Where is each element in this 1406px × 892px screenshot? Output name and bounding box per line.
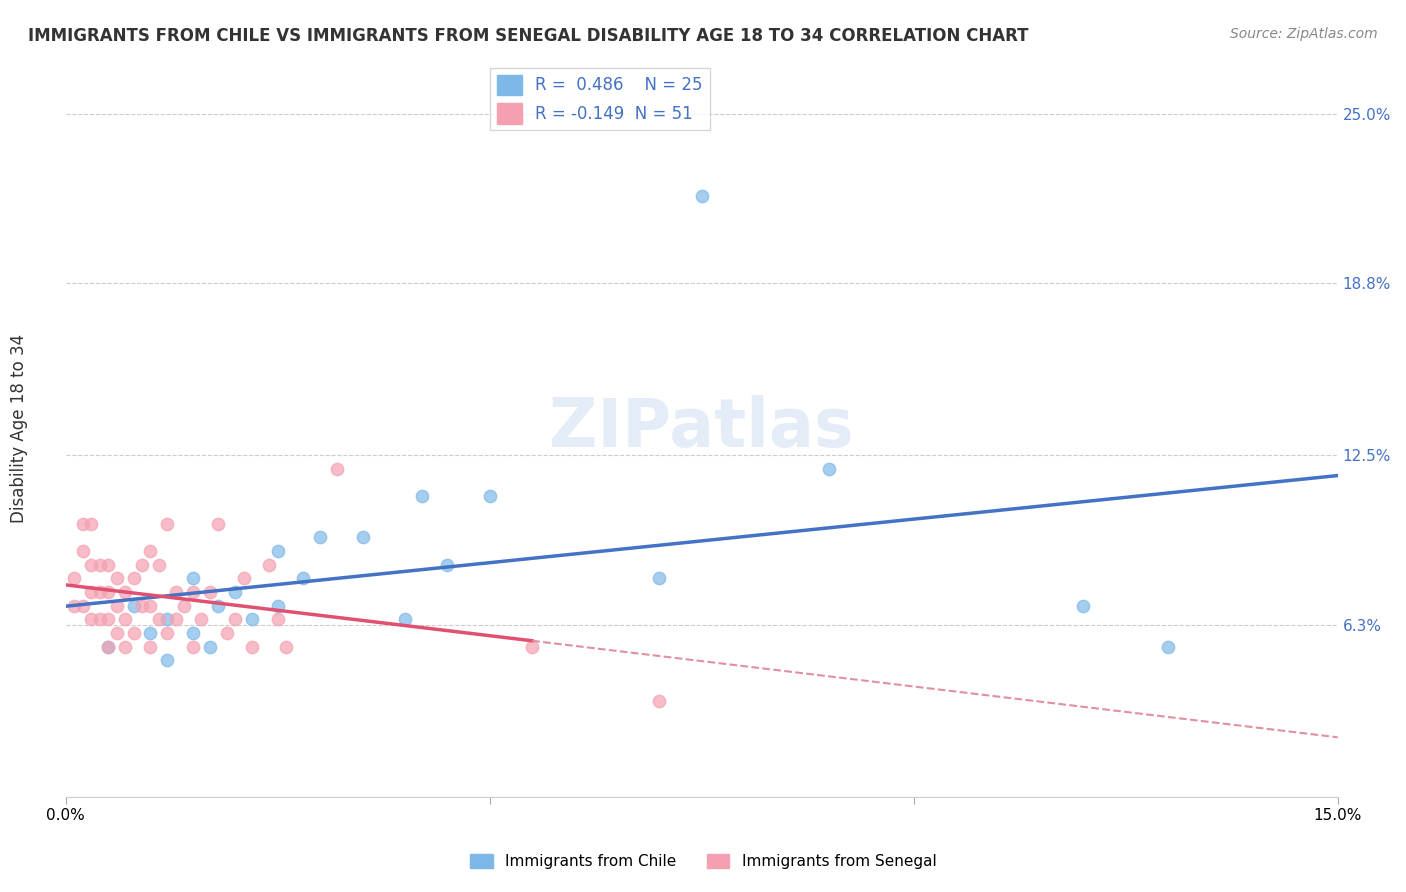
Point <box>139 640 162 654</box>
Point <box>114 612 136 626</box>
Point <box>131 558 153 572</box>
Point <box>207 599 229 613</box>
Point <box>156 653 179 667</box>
Point <box>80 558 103 572</box>
Point <box>165 585 187 599</box>
Point <box>309 530 332 544</box>
Legend: Immigrants from Chile, Immigrants from Senegal: Immigrants from Chile, Immigrants from S… <box>464 848 942 875</box>
Point <box>131 599 153 613</box>
Point <box>240 612 263 626</box>
Point <box>478 489 501 503</box>
Point <box>181 626 204 640</box>
Point <box>648 571 671 585</box>
Point <box>394 612 416 626</box>
Point <box>122 626 145 640</box>
Point <box>181 585 204 599</box>
Point <box>63 599 86 613</box>
Point <box>165 612 187 626</box>
Point <box>139 544 162 558</box>
Point <box>156 626 179 640</box>
Point <box>411 489 433 503</box>
Point <box>326 462 349 476</box>
Point <box>190 612 212 626</box>
Point <box>1073 599 1095 613</box>
Text: Source: ZipAtlas.com: Source: ZipAtlas.com <box>1230 27 1378 41</box>
Point <box>156 516 179 531</box>
Point <box>690 189 713 203</box>
Point <box>80 516 103 531</box>
Point <box>257 558 280 572</box>
Point <box>80 585 103 599</box>
Point <box>72 544 94 558</box>
Point <box>215 626 238 640</box>
Point <box>267 544 290 558</box>
Point <box>105 599 128 613</box>
Point <box>1157 640 1180 654</box>
Point <box>292 571 315 585</box>
Point <box>97 640 120 654</box>
Point <box>139 599 162 613</box>
Point <box>105 626 128 640</box>
Point <box>207 516 229 531</box>
Point <box>156 612 179 626</box>
Point <box>224 612 246 626</box>
Y-axis label: Disability Age 18 to 34: Disability Age 18 to 34 <box>10 334 28 523</box>
Point <box>352 530 374 544</box>
Point <box>63 571 86 585</box>
Point <box>436 558 458 572</box>
Point <box>72 599 94 613</box>
Point <box>114 640 136 654</box>
Point <box>105 571 128 585</box>
Point <box>148 558 170 572</box>
Point <box>148 612 170 626</box>
Point <box>276 640 298 654</box>
Point <box>224 585 246 599</box>
Point <box>520 640 543 654</box>
Legend: R =  0.486    N = 25, R = -0.149  N = 51: R = 0.486 N = 25, R = -0.149 N = 51 <box>491 68 710 130</box>
Point <box>818 462 841 476</box>
Point <box>122 599 145 613</box>
Point <box>181 640 204 654</box>
Point <box>198 640 221 654</box>
Point <box>89 558 111 572</box>
Point <box>139 626 162 640</box>
Point <box>80 612 103 626</box>
Point <box>267 599 290 613</box>
Point <box>97 612 120 626</box>
Point <box>97 585 120 599</box>
Point <box>173 599 195 613</box>
Point <box>232 571 254 585</box>
Text: ZIPatlas: ZIPatlas <box>550 395 853 461</box>
Point <box>198 585 221 599</box>
Point <box>89 585 111 599</box>
Point <box>267 612 290 626</box>
Point <box>648 694 671 708</box>
Point <box>89 612 111 626</box>
Point <box>114 585 136 599</box>
Point <box>97 640 120 654</box>
Text: IMMIGRANTS FROM CHILE VS IMMIGRANTS FROM SENEGAL DISABILITY AGE 18 TO 34 CORRELA: IMMIGRANTS FROM CHILE VS IMMIGRANTS FROM… <box>28 27 1029 45</box>
Point <box>181 571 204 585</box>
Point <box>122 571 145 585</box>
Point <box>72 516 94 531</box>
Point <box>240 640 263 654</box>
Point <box>97 558 120 572</box>
